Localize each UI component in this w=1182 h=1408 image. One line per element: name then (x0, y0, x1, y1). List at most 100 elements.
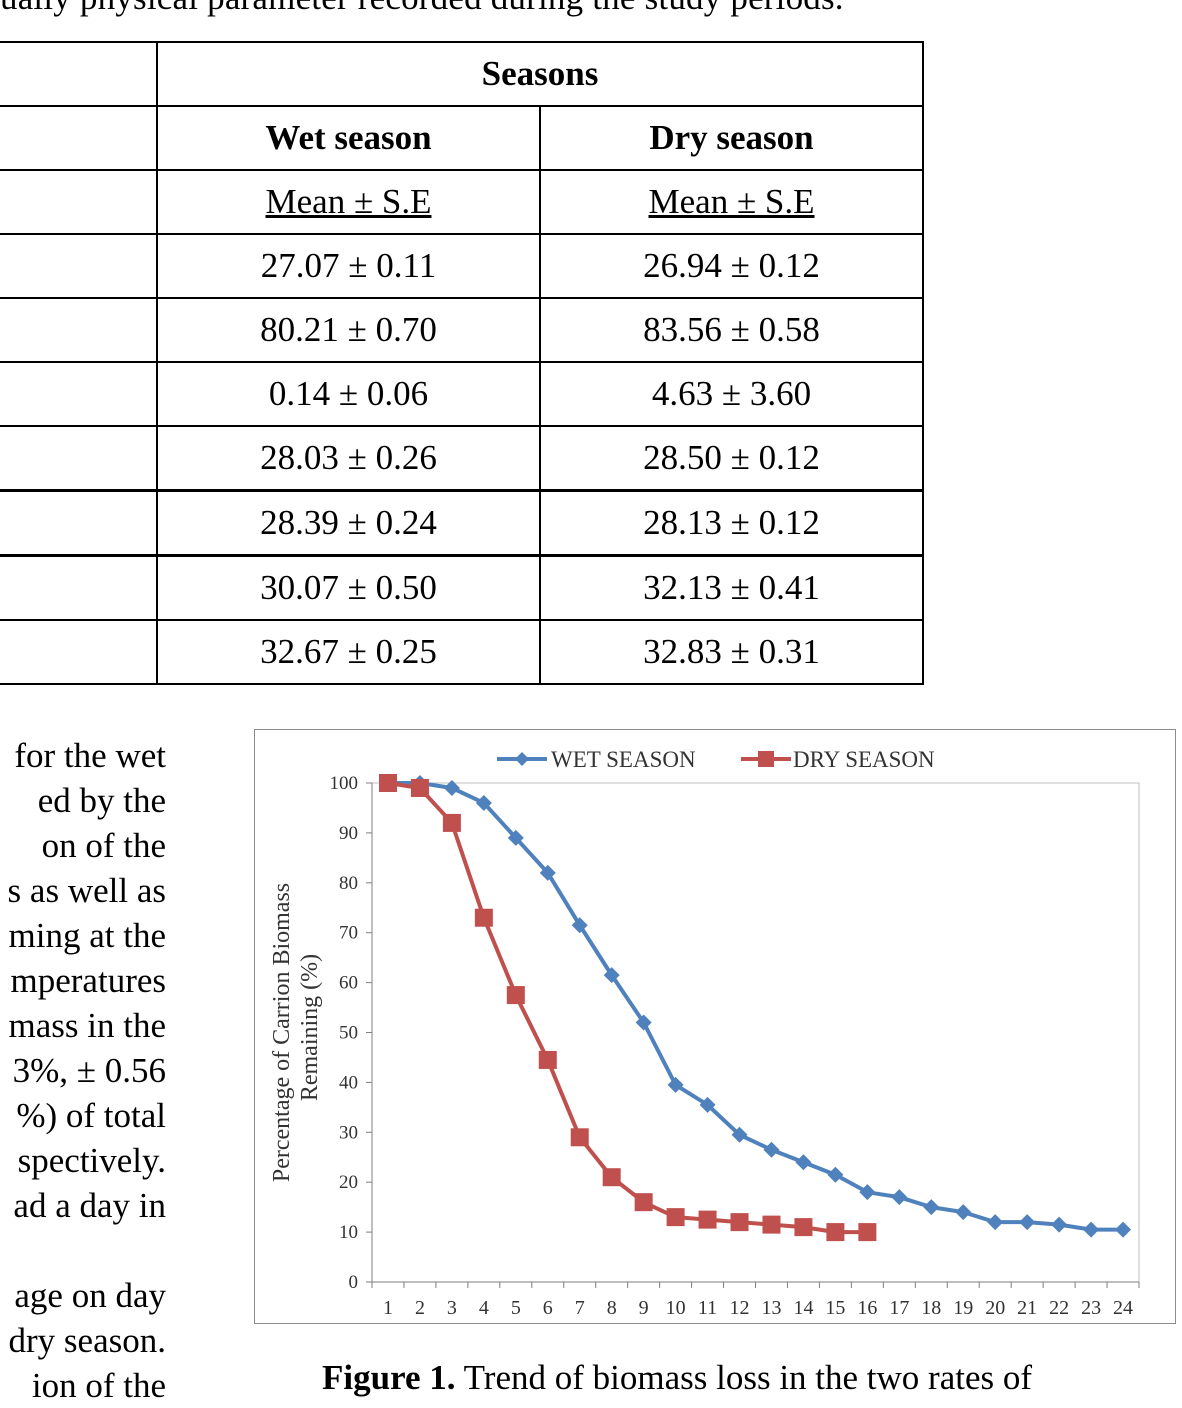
paragraph-line: mass in the (8, 1006, 166, 1045)
dry-value: 32.13 ± 0.41 (539, 554, 924, 621)
figure-caption-text: Trend of biomass loss in the two rates o… (463, 1358, 1033, 1397)
paragraph-line: %) of total (16, 1096, 166, 1135)
data-point-dry (538, 1050, 557, 1069)
data-point-wet (507, 829, 524, 846)
data-point-dry (506, 986, 525, 1005)
row-label: ) (0, 619, 158, 685)
x-tick-label: 24 (1113, 1297, 1133, 1319)
data-point-wet (795, 1154, 812, 1171)
y-tick-label: 60 (339, 973, 358, 994)
data-point-wet (731, 1126, 748, 1143)
data-point-wet (699, 1096, 716, 1113)
data-point-wet (955, 1204, 972, 1221)
legend-label-dry: DRY SEASON (793, 747, 935, 772)
x-tick-label: 10 (666, 1297, 686, 1319)
y-axis-title: Percentage of Carrion Biomass (269, 883, 295, 1182)
data-point-dry (410, 778, 429, 797)
x-tick-label: 9 (639, 1297, 649, 1319)
dry-value: 26.94 ± 0.12 (539, 233, 924, 299)
dry-stat-label: Mean ± S.E (539, 169, 924, 235)
legend: WET SEASON DRY SEASON (497, 747, 935, 772)
data-point-wet (1083, 1221, 1100, 1238)
table-row: 80.21 ± 0.70 83.56 ± 0.58 (0, 297, 924, 363)
x-tick-label: 19 (953, 1297, 973, 1319)
x-tick-label: 14 (793, 1297, 813, 1319)
wet-season-header: Wet season (156, 105, 541, 171)
wet-value: 80.21 ± 0.70 (156, 297, 541, 363)
data-point-wet (1115, 1221, 1132, 1238)
results-table: Seasons Wet season Dry season Mean ± S.E… (0, 41, 924, 685)
y-tick-label: 20 (339, 1172, 358, 1193)
y-tick-label: 0 (349, 1272, 359, 1293)
paragraph-line: ming at the (8, 916, 166, 955)
paragraph-line: age on day (14, 1276, 166, 1315)
data-point-wet (539, 864, 556, 881)
x-tick-label: 8 (607, 1297, 617, 1319)
y-tick-label: 30 (339, 1122, 358, 1143)
y-axis-title-line2: Remaining (%) (297, 954, 323, 1101)
x-tick-label: 23 (1081, 1297, 1101, 1319)
y-tick-label: 50 (339, 1023, 358, 1044)
dry-value: 28.13 ± 0.12 (539, 489, 924, 557)
x-tick-label: 1 (383, 1297, 393, 1319)
body-paragraph: for the wet ed by the on of the s as wel… (0, 733, 166, 1408)
data-point-wet (923, 1199, 940, 1216)
data-point-dry (826, 1223, 845, 1242)
table-row: 28.03 ± 0.26 28.50 ± 0.12 (0, 425, 924, 492)
x-tick-label: 11 (698, 1297, 717, 1319)
y-tick-label: 100 (330, 773, 359, 794)
row-label (0, 489, 158, 557)
wet-stat-label: Mean ± S.E (156, 169, 541, 235)
y-tick-label: 70 (339, 923, 358, 944)
wet-value: 27.07 ± 0.11 (156, 233, 541, 299)
x-tick-label: 16 (857, 1297, 877, 1319)
wet-value: 32.67 ± 0.25 (156, 619, 541, 685)
paragraph-line: on of the (41, 826, 166, 865)
data-point-wet (635, 1014, 652, 1031)
table-row: ) 32.67 ± 0.25 32.83 ± 0.31 (0, 619, 924, 685)
data-point-dry (602, 1168, 621, 1187)
y-tick-label: 10 (339, 1222, 358, 1243)
data-point-dry (570, 1128, 589, 1147)
data-point-dry (858, 1223, 877, 1242)
y-tick-label: 90 (339, 823, 358, 844)
data-point-dry (698, 1210, 717, 1229)
legend-marker-wet (515, 752, 529, 766)
row-label (0, 425, 158, 492)
figure-caption-label: Figure 1. (322, 1358, 456, 1397)
table-row: 27.07 ± 0.11 26.94 ± 0.12 (0, 233, 924, 299)
table-row: 0.14 ± 0.06 4.63 ± 3.60 (0, 361, 924, 427)
x-tick-label: 15 (825, 1297, 845, 1319)
x-tick-label: 21 (1017, 1297, 1037, 1319)
legend-marker-dry (758, 751, 774, 767)
x-axis-title: Days Postmortem (680, 1320, 852, 1322)
figure-1-chart: 0 10 20 30 40 50 60 70 80 90 100 1 2 3 4 5 6 7 8 9 10 11 12 13 1… (254, 729, 1176, 1346)
paragraph-line: dry season. (8, 1321, 166, 1360)
paragraph-line: 3%, ± 0.56 (12, 1051, 166, 1090)
x-tick-label: 20 (985, 1297, 1005, 1319)
data-point-wet (859, 1184, 876, 1201)
dry-value: 32.83 ± 0.31 (539, 619, 924, 685)
row-label (0, 233, 158, 299)
wet-value: 28.03 ± 0.26 (156, 425, 541, 492)
x-tick-label: 13 (761, 1297, 781, 1319)
data-point-dry (794, 1218, 813, 1237)
plot-area (371, 782, 1140, 1283)
paragraph-line: s as well as (7, 871, 166, 910)
table-header-empty-cell (0, 169, 158, 235)
x-tick-label: 5 (511, 1297, 521, 1319)
x-tick-label: 12 (730, 1297, 750, 1319)
dry-value: 4.63 ± 3.60 (539, 361, 924, 427)
x-tick-label: 3 (447, 1297, 457, 1319)
data-point-dry (666, 1208, 685, 1227)
data-point-wet (763, 1141, 780, 1158)
x-tick-label: 7 (575, 1297, 585, 1319)
data-point-dry (762, 1215, 781, 1234)
legend-label-wet: WET SEASON (551, 747, 696, 772)
wet-value: 0.14 ± 0.06 (156, 361, 541, 427)
table-row: 28.39 ± 0.24 28.13 ± 0.12 (0, 489, 924, 557)
x-tick-label: 18 (921, 1297, 941, 1319)
x-tick-label: 2 (415, 1297, 425, 1319)
paragraph-line: ad a day in (13, 1186, 166, 1225)
data-point-wet (1051, 1216, 1068, 1233)
